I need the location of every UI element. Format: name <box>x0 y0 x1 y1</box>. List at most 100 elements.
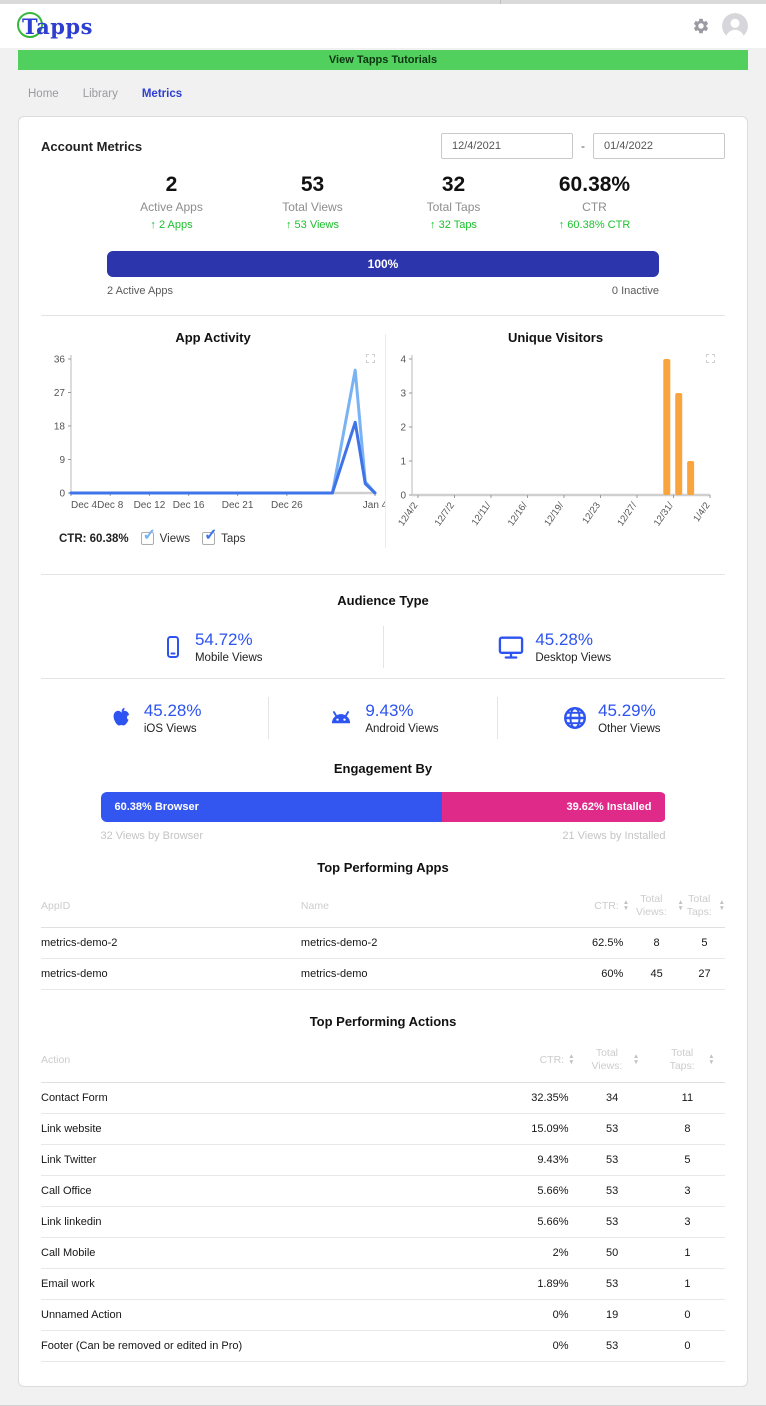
table-cell: 5.66% <box>424 1206 575 1238</box>
table-cell: 53 <box>574 1175 650 1207</box>
engagement-bar: 60.38% Browser 39.62% Installed <box>100 792 666 822</box>
table-cell: 8 <box>629 927 684 960</box>
table-cell: 50 <box>574 1237 650 1269</box>
svg-text:12/16/: 12/16/ <box>506 500 530 528</box>
vertical-divider <box>382 626 384 668</box>
page-title: Account Metrics <box>41 139 143 154</box>
table-cell: 11 <box>649 1082 725 1114</box>
sort-arrows-icon[interactable]: ▲ ▼ <box>622 898 630 913</box>
check-icon: ✓ <box>204 527 218 544</box>
table-cell: Call Office <box>41 1175 425 1207</box>
svg-text:12/31/: 12/31/ <box>652 500 676 528</box>
expand-chart-icon[interactable] <box>366 354 375 363</box>
active-apps-label: 2 Active Apps <box>107 285 174 297</box>
footer-divider <box>0 1404 766 1406</box>
svg-text:Dec 8: Dec 8 <box>97 500 124 511</box>
svg-text:Dec 4: Dec 4 <box>71 500 98 511</box>
table-cell: 5 <box>649 1144 725 1176</box>
table-cell: 5.66% <box>424 1175 575 1207</box>
views-checkbox[interactable]: ✓ <box>140 527 156 545</box>
svg-text:2: 2 <box>400 423 406 434</box>
date-from-input[interactable] <box>441 133 573 159</box>
sort-arrows-icon[interactable]: ▲ ▼ <box>568 1052 575 1067</box>
installed-views-label: 21 Views by Installed <box>562 830 666 842</box>
inactive-apps-label: 0 Inactive <box>611 285 659 297</box>
table-cell: 53 <box>574 1144 650 1176</box>
column-header-total-views[interactable]: Total Views: ▲ ▼ <box>629 883 684 929</box>
tapps-logo[interactable]: Tapps <box>17 9 93 43</box>
svg-text:12/19/: 12/19/ <box>542 500 566 528</box>
table-cell: 8 <box>649 1113 725 1145</box>
date-range-separator: - <box>581 139 585 153</box>
table-row: Link linkedin 5.66% 53 3 <box>41 1206 725 1238</box>
tab-metrics[interactable]: Metrics <box>141 88 183 100</box>
app-activity-chart: 0 9 18 27 36 Dec 4 Dec 8 Dec 12 Dec 16 Dec 21 Dec … <box>54 355 388 512</box>
table-cell: 53 <box>574 1268 650 1300</box>
desktop-views-stat: 45.28% Desktop Views <box>384 622 726 672</box>
vertical-divider <box>496 697 498 739</box>
svg-text:12/23: 12/23 <box>580 500 603 526</box>
column-header-ctr[interactable]: CTR: ▲ ▼ <box>424 1037 575 1083</box>
audience-section: Audience Type 54.72% Mobile Views 45.28%… <box>41 593 725 743</box>
sort-arrows-icon[interactable]: ▲ ▼ <box>632 1052 640 1067</box>
sort-arrows-icon[interactable]: ▲ ▼ <box>708 1052 715 1067</box>
settings-gear-icon[interactable] <box>692 17 710 35</box>
stat-ctr: 60.38% CTR ↑ 60.38% CTR <box>558 173 631 231</box>
svg-text:0: 0 <box>59 489 65 500</box>
table-row: Link website 15.09% 53 8 <box>41 1113 725 1145</box>
charts-divider <box>385 334 386 548</box>
column-header-total-taps[interactable]: Total Taps: ▲ ▼ <box>683 883 725 929</box>
column-header-ctr[interactable]: CTR: ▲ ▼ <box>560 883 630 929</box>
views-checkbox-label: Views <box>159 532 191 545</box>
table-cell: 0 <box>649 1330 725 1362</box>
charts-row: App Activity 0 9 18 27 36 Dec 4 Dec 8 Dec 12 Dec… <box>41 326 725 556</box>
table-row: Email work 1.89% 53 1 <box>41 1268 725 1300</box>
mobile-views-stat: 54.72% Mobile Views <box>41 622 383 672</box>
engagement-title: Engagement By <box>333 761 433 776</box>
top-apps-table: AppID Name CTR: ▲ ▼ Total Views: ▲ ▼ Total Taps:… <box>41 883 725 991</box>
tab-library[interactable]: Library <box>82 88 118 100</box>
svg-text:3: 3 <box>400 389 406 400</box>
column-header-total-taps[interactable]: Total Taps: ▲ ▼ <box>649 1037 725 1083</box>
table-cell: 32.35% <box>424 1082 575 1114</box>
android-icon <box>332 711 351 724</box>
column-header-appid: AppID <box>41 883 301 929</box>
chart-title: Unique Visitors <box>507 330 604 345</box>
table-row: Unnamed Action 0% 19 0 <box>41 1299 725 1331</box>
android-views-stat: 9.43% Android Views <box>269 693 496 743</box>
view-tutorials-banner[interactable]: View Tapps Tutorials <box>18 50 748 70</box>
svg-text:Dec 26: Dec 26 <box>271 500 303 511</box>
progress-percent: 100% <box>367 257 399 271</box>
audience-title: Audience Type <box>337 593 429 608</box>
table-cell: metrics-demo-2 <box>300 927 561 960</box>
table-cell: 62.5% <box>560 927 630 960</box>
table-cell: 27 <box>683 958 725 991</box>
sort-arrows-icon[interactable]: ▲ ▼ <box>677 898 684 913</box>
table-cell: 1 <box>649 1237 725 1269</box>
svg-text:Dec 21: Dec 21 <box>222 500 254 511</box>
user-avatar[interactable] <box>722 13 748 39</box>
date-to-input[interactable] <box>593 133 725 159</box>
tab-home[interactable]: Home <box>28 88 59 100</box>
browser-chrome-strip <box>0 0 766 4</box>
desktop-icon <box>499 636 524 659</box>
vertical-divider <box>268 697 270 739</box>
table-cell: 34 <box>574 1082 650 1114</box>
chart-title: App Activity <box>175 330 251 345</box>
svg-text:18: 18 <box>54 422 66 433</box>
column-header-total-views[interactable]: Total Views: ▲ ▼ <box>574 1037 650 1083</box>
stats-row: 2 Active Apps ↑ 2 Apps 53 Total Views ↑ … <box>41 159 725 231</box>
svg-text:36: 36 <box>54 355 66 366</box>
taps-checkbox[interactable]: ✓ <box>202 527 218 545</box>
table-cell: 9.43% <box>424 1144 575 1176</box>
table-cell: Unnamed Action <box>41 1299 425 1331</box>
table-cell: Call Mobile <box>41 1237 425 1269</box>
taps-checkbox-label: Taps <box>221 532 246 545</box>
table-row: Call Office 5.66% 53 3 <box>41 1175 725 1207</box>
expand-chart-icon[interactable] <box>706 354 715 363</box>
table-cell: 60% <box>560 958 630 991</box>
sort-arrows-icon[interactable]: ▲ ▼ <box>718 898 725 913</box>
engagement-section: Engagement By 60.38% Browser 39.62% Inst… <box>41 761 725 842</box>
app-activity-chart-panel: App Activity 0 9 18 27 36 Dec 4 Dec 8 Dec 12 Dec… <box>41 326 388 556</box>
table-cell: 1 <box>649 1268 725 1300</box>
